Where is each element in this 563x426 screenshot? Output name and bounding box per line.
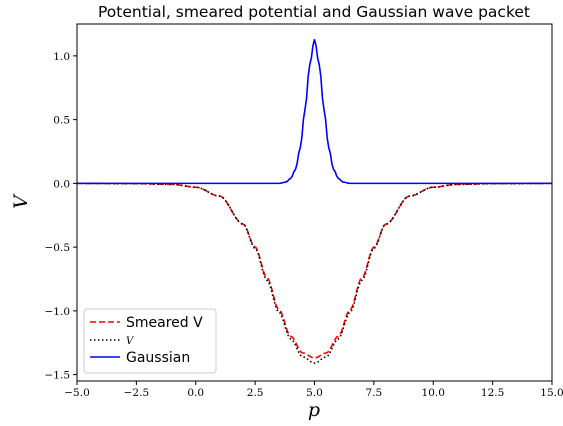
legend: Smeared V V Gaussian <box>83 308 217 374</box>
x-tick-label: −2.5 <box>124 387 150 399</box>
legend-label-v: V <box>126 336 135 347</box>
legend-label-smeared-v: Smeared V <box>126 315 203 331</box>
x-tick-label: 15.0 <box>540 387 563 399</box>
series-line-gaussian <box>77 39 552 185</box>
x-tick-label: 12.5 <box>481 387 504 399</box>
x-tick-label: 7.5 <box>366 387 383 399</box>
y-tick-label: −0.5 <box>45 242 71 254</box>
y-tick-label: 0.5 <box>53 115 70 127</box>
x-axis: −5.0 −2.5 0.0 2.5 5.0 7.5 10.0 12.5 15.0 <box>64 381 563 399</box>
x-tick-label: 0.0 <box>187 387 204 399</box>
y-tick-label: −1.5 <box>45 370 71 382</box>
series-layer <box>77 39 552 364</box>
x-tick-label: 2.5 <box>247 387 264 399</box>
y-tick-label: 1.0 <box>53 51 70 63</box>
legend-label-gaussian: Gaussian <box>126 350 190 366</box>
y-tick-label: 0.0 <box>53 178 70 190</box>
chart-title: Potential, smeared potential and Gaussia… <box>98 3 530 21</box>
y-axis-label: V <box>10 193 32 209</box>
x-axis-label: p <box>308 399 320 421</box>
x-tick-label: −5.0 <box>64 387 90 399</box>
series-line-v <box>77 182 552 364</box>
x-tick-label: 5.0 <box>306 387 323 399</box>
x-tick-label: 10.0 <box>422 387 445 399</box>
y-tick-label: −1.0 <box>45 306 71 318</box>
y-axis: −1.5 −1.0 −0.5 0.0 0.5 1.0 <box>45 51 77 382</box>
